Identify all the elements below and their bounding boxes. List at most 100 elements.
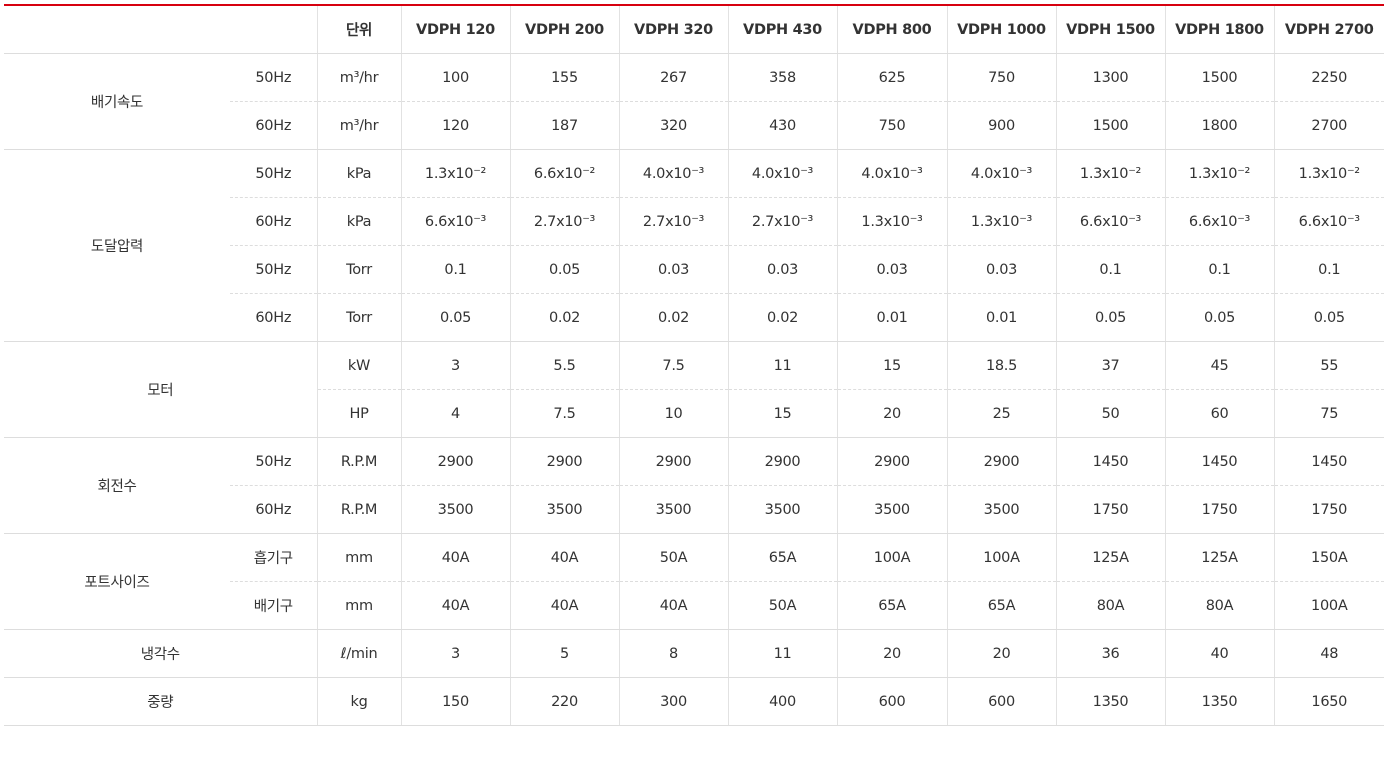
value-cell: 1.3x10⁻²: [1273, 149, 1384, 198]
value-cell: 11: [727, 341, 837, 390]
value-cell: 50: [1055, 389, 1165, 438]
spec-table: 단위 VDPH 120 VDPH 200 VDPH 320 VDPH 430 VDPH …: [4, 4, 1384, 726]
value-cell: 2900: [509, 437, 619, 486]
table-row: 배기속도 50Hz m³/hr 100 155 267 358 625 750 1300 1500 2…: [4, 53, 1384, 150]
group-label: 중량: [4, 677, 317, 726]
unit-cell: kg: [316, 677, 401, 726]
value-cell: 1450: [1055, 437, 1165, 486]
value-cell: 150: [400, 677, 510, 726]
value-cell: 900: [946, 101, 1056, 150]
value-cell: 7.5: [618, 341, 728, 390]
header-model: VDPH 2700: [1273, 5, 1384, 54]
value-cell: 60: [1164, 389, 1274, 438]
value-cell: 6.6x10⁻³: [1164, 197, 1274, 246]
value-cell: 2.7x10⁻³: [618, 197, 728, 246]
value-cell: 0.02: [727, 293, 837, 342]
unit-cell: ℓ/min: [316, 629, 401, 678]
value-cell: 2900: [836, 437, 947, 486]
unit-cell: R.P.M: [316, 485, 401, 534]
sub-label: 50Hz: [230, 437, 317, 486]
value-cell: 6.6x10⁻²: [509, 149, 619, 198]
header-model: VDPH 1000: [946, 5, 1056, 54]
value-cell: 6.6x10⁻³: [400, 197, 510, 246]
value-cell: 0.1: [400, 245, 510, 294]
group-label: 도달압력: [4, 149, 230, 342]
sub-label: 60Hz: [230, 485, 317, 534]
group-label: 냉각수: [4, 629, 317, 678]
table-row: HP 4 7.5 10 15 20 25 50 60 75: [4, 389, 1384, 438]
value-cell: 2700: [1273, 101, 1384, 150]
value-cell: 40A: [400, 581, 510, 630]
table-row: 모터 kW 3 5.5 7.5 11 15 18.5 37 45 55: [4, 341, 1384, 438]
value-cell: 3500: [946, 485, 1056, 534]
value-cell: 0.01: [836, 293, 947, 342]
group-label: 회전수: [4, 437, 230, 534]
sub-label: 50Hz: [230, 245, 317, 294]
value-cell: 20: [836, 629, 947, 678]
value-cell: 6.6x10⁻³: [1055, 197, 1165, 246]
value-cell: 3500: [727, 485, 837, 534]
value-cell: 187: [509, 101, 619, 150]
value-cell: 1450: [1164, 437, 1274, 486]
table-row: 중량 kg 150 220 300 400 600 600 1350 1350 1650: [4, 677, 1384, 726]
value-cell: 45: [1164, 341, 1274, 390]
table-row: 포트사이즈 흡기구 mm 40A 40A 50A 65A 100A 100A 125A 125A 15…: [4, 533, 1384, 630]
value-cell: 2900: [618, 437, 728, 486]
value-cell: 1.3x10⁻²: [400, 149, 510, 198]
sub-label: 배기구: [230, 581, 317, 630]
value-cell: 1750: [1164, 485, 1274, 534]
header-unit: 단위: [316, 5, 401, 54]
value-cell: 3500: [618, 485, 728, 534]
value-cell: 20: [946, 629, 1056, 678]
value-cell: 3500: [836, 485, 947, 534]
value-cell: 4.0x10⁻³: [618, 149, 728, 198]
header-model: VDPH 800: [836, 5, 947, 54]
value-cell: 430: [727, 101, 837, 150]
value-cell: 18.5: [946, 341, 1056, 390]
value-cell: 5: [509, 629, 619, 678]
value-cell: 3: [400, 341, 510, 390]
unit-cell: Torr: [316, 293, 401, 342]
value-cell: 600: [836, 677, 947, 726]
unit-cell: Torr: [316, 245, 401, 294]
header-row: 단위 VDPH 120 VDPH 200 VDPH 320 VDPH 430 VDPH …: [4, 5, 1384, 54]
table-row: 60Hz Torr 0.05 0.02 0.02 0.02 0.01 0.01 0.05 0.05…: [4, 293, 1384, 342]
table-row: 배기구 mm 40A 40A 40A 50A 65A 65A 80A 80A 100A: [4, 581, 1384, 630]
value-cell: 155: [509, 53, 619, 102]
value-cell: 3: [400, 629, 510, 678]
value-cell: 1.3x10⁻³: [836, 197, 947, 246]
table-row: 60Hz kPa 6.6x10⁻³ 2.7x10⁻³ 2.7x10⁻³ 2.7x10⁻³ 1…: [4, 197, 1384, 246]
value-cell: 750: [836, 101, 947, 150]
value-cell: 2900: [946, 437, 1056, 486]
value-cell: 4.0x10⁻³: [727, 149, 837, 198]
value-cell: 750: [946, 53, 1056, 102]
value-cell: 0.03: [946, 245, 1056, 294]
sub-label: 60Hz: [230, 197, 317, 246]
value-cell: 3500: [400, 485, 510, 534]
table-row: 60Hz m³/hr 120 187 320 430 750 900 1500 1800 2700: [4, 101, 1384, 150]
sub-label: 흡기구: [230, 533, 317, 582]
value-cell: 50A: [727, 581, 837, 630]
value-cell: 2250: [1273, 53, 1384, 102]
value-cell: 65A: [727, 533, 837, 582]
value-cell: 1650: [1273, 677, 1384, 726]
value-cell: 0.03: [727, 245, 837, 294]
value-cell: 100: [400, 53, 510, 102]
table-row: 도달압력 50Hz kPa 1.3x10⁻² 6.6x10⁻² 4.0x10⁻³ 4.0x1…: [4, 149, 1384, 342]
value-cell: 1.3x10⁻²: [1055, 149, 1165, 198]
value-cell: 0.1: [1164, 245, 1274, 294]
value-cell: 48: [1273, 629, 1384, 678]
value-cell: 0.05: [1164, 293, 1274, 342]
value-cell: 0.02: [618, 293, 728, 342]
unit-cell: R.P.M: [316, 437, 401, 486]
group-label: 배기속도: [4, 53, 230, 150]
unit-cell: mm: [316, 581, 401, 630]
value-cell: 37: [1055, 341, 1165, 390]
unit-cell: kPa: [316, 149, 401, 198]
unit-cell: HP: [316, 389, 401, 438]
value-cell: 1350: [1164, 677, 1274, 726]
value-cell: 80A: [1164, 581, 1274, 630]
value-cell: 55: [1273, 341, 1384, 390]
value-cell: 40A: [509, 581, 619, 630]
value-cell: 1450: [1273, 437, 1384, 486]
